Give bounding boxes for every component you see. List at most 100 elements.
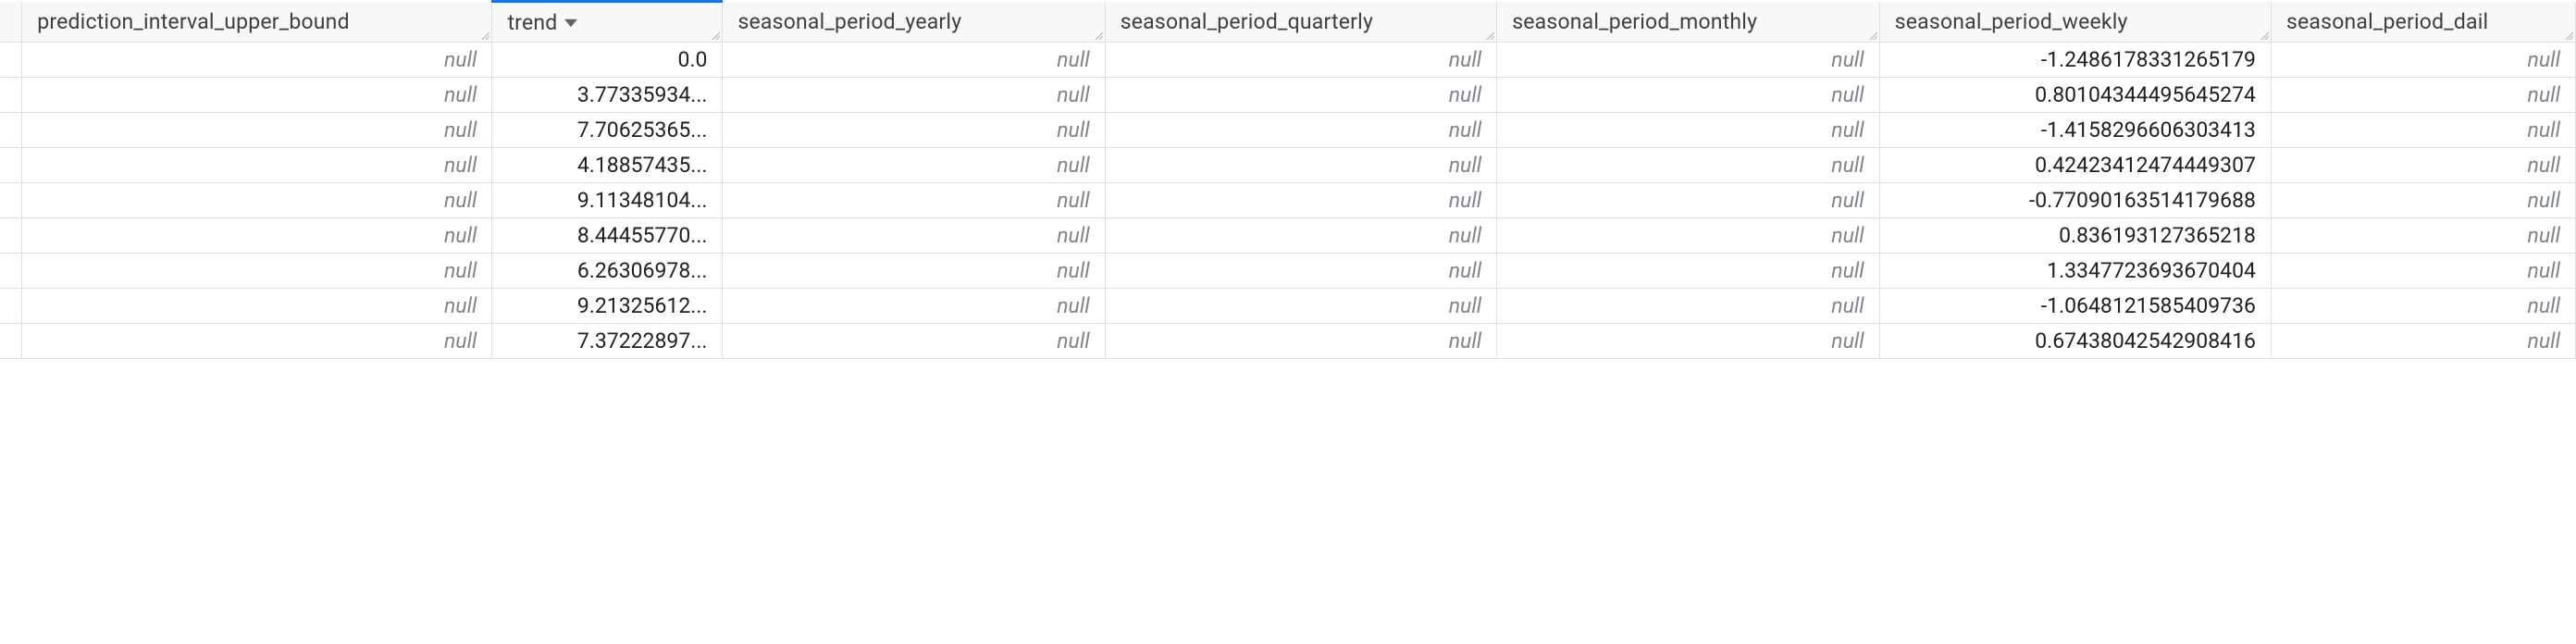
table-row: null6.26306978...nullnullnull1.334772369… — [0, 254, 2576, 289]
cell-spd: null — [2271, 218, 2575, 254]
cell-spm: null — [1497, 148, 1880, 183]
row-leading-cell — [0, 218, 22, 254]
table-row: null7.70625365...nullnullnull-1.41582966… — [0, 113, 2576, 148]
cell-trend: 6.26306978... — [492, 254, 723, 289]
column-header-trend[interactable]: trend — [492, 2, 723, 43]
cell-spd: null — [2271, 183, 2575, 218]
column-header-piu[interactable]: prediction_interval_upper_bound — [22, 2, 492, 43]
cell-spq: null — [1105, 324, 1497, 359]
row-leading-cell — [0, 289, 22, 324]
cell-spw: 1.3347723693670404 — [1879, 254, 2271, 289]
cell-spy: null — [723, 254, 1105, 289]
column-header-label: seasonal_period_yearly — [737, 9, 961, 34]
column-resize-handle-icon — [1868, 31, 1877, 40]
cell-spd: null — [2271, 324, 2575, 359]
cell-piu: null — [22, 183, 492, 218]
cell-spm: null — [1497, 183, 1880, 218]
column-resize-handle-icon — [2564, 31, 2573, 40]
cell-spy: null — [723, 148, 1105, 183]
cell-spd: null — [2271, 113, 2575, 148]
row-leading-cell — [0, 254, 22, 289]
sort-descending-icon — [564, 10, 577, 35]
cell-spw: 0.80104344495645274 — [1879, 78, 2271, 113]
row-leading-cell — [0, 113, 22, 148]
cell-spw: 0.42423412474449307 — [1879, 148, 2271, 183]
column-header-spq[interactable]: seasonal_period_quarterly — [1105, 2, 1497, 43]
column-resize-handle-icon — [711, 31, 720, 40]
column-resize-handle-icon — [480, 31, 489, 40]
table-row: null7.37222897...nullnullnull0.674380425… — [0, 324, 2576, 359]
results-table: prediction_interval_upper_bound trend seas… — [0, 0, 2576, 359]
column-header-label: seasonal_period_monthly — [1512, 9, 1757, 34]
cell-spq: null — [1105, 113, 1497, 148]
cell-spd: null — [2271, 289, 2575, 324]
cell-spw: -0.77090163514179688 — [1879, 183, 2271, 218]
table-row: null9.11348104...nullnullnull-0.77090163… — [0, 183, 2576, 218]
column-header-spd[interactable]: seasonal_period_dail — [2271, 2, 2575, 43]
column-resize-handle-icon — [1094, 31, 1103, 40]
cell-spq: null — [1105, 254, 1497, 289]
column-header-label: seasonal_period_weekly — [1895, 9, 2128, 34]
column-header-label: seasonal_period_dail — [2286, 9, 2488, 34]
row-leading-cell — [0, 183, 22, 218]
cell-piu: null — [22, 254, 492, 289]
cell-spm: null — [1497, 218, 1880, 254]
row-leading-cell — [0, 78, 22, 113]
cell-spy: null — [723, 78, 1105, 113]
table-row: null4.18857435...nullnullnull0.424234124… — [0, 148, 2576, 183]
cell-spq: null — [1105, 218, 1497, 254]
cell-piu: null — [22, 43, 492, 78]
row-leading-cell — [0, 148, 22, 183]
cell-spm: null — [1497, 254, 1880, 289]
column-header-label: prediction_interval_upper_bound — [37, 9, 350, 34]
column-header-spm[interactable]: seasonal_period_monthly — [1497, 2, 1880, 43]
cell-spy: null — [723, 183, 1105, 218]
cell-spw: 0.836193127365218 — [1879, 218, 2271, 254]
cell-trend: 4.18857435... — [492, 148, 723, 183]
column-header-leading — [0, 2, 22, 43]
cell-spd: null — [2271, 78, 2575, 113]
cell-spy: null — [723, 218, 1105, 254]
column-header-label: trend — [507, 10, 557, 35]
cell-spq: null — [1105, 78, 1497, 113]
cell-spy: null — [723, 289, 1105, 324]
table-row: null0.0nullnullnull-1.2486178331265179nu… — [0, 43, 2576, 78]
cell-spm: null — [1497, 113, 1880, 148]
cell-spd: null — [2271, 43, 2575, 78]
cell-spq: null — [1105, 183, 1497, 218]
row-leading-cell — [0, 43, 22, 78]
cell-spq: null — [1105, 289, 1497, 324]
cell-spd: null — [2271, 148, 2575, 183]
column-resize-handle-icon — [1485, 31, 1494, 40]
cell-trend: 8.44455770... — [492, 218, 723, 254]
results-table-container: prediction_interval_upper_bound trend seas… — [0, 0, 2576, 359]
cell-spw: -1.0648121585409736 — [1879, 289, 2271, 324]
cell-spw: 0.67438042542908416 — [1879, 324, 2271, 359]
column-header-label: seasonal_period_quarterly — [1121, 9, 1373, 34]
cell-trend: 0.0 — [492, 43, 723, 78]
cell-spw: -1.2486178331265179 — [1879, 43, 2271, 78]
cell-spq: null — [1105, 43, 1497, 78]
table-header-row: prediction_interval_upper_bound trend seas… — [0, 2, 2576, 43]
table-row: null9.21325612...nullnullnull-1.06481215… — [0, 289, 2576, 324]
column-resize-handle-icon — [2260, 31, 2269, 40]
cell-spd: null — [2271, 254, 2575, 289]
cell-trend: 9.21325612... — [492, 289, 723, 324]
cell-piu: null — [22, 324, 492, 359]
cell-spw: -1.4158296606303413 — [1879, 113, 2271, 148]
cell-piu: null — [22, 78, 492, 113]
cell-spy: null — [723, 113, 1105, 148]
cell-piu: null — [22, 289, 492, 324]
cell-trend: 9.11348104... — [492, 183, 723, 218]
table-row: null3.77335934...nullnullnull0.801043444… — [0, 78, 2576, 113]
cell-spy: null — [723, 43, 1105, 78]
cell-piu: null — [22, 218, 492, 254]
cell-spm: null — [1497, 324, 1880, 359]
column-header-spw[interactable]: seasonal_period_weekly — [1879, 2, 2271, 43]
cell-piu: null — [22, 148, 492, 183]
cell-spm: null — [1497, 43, 1880, 78]
cell-piu: null — [22, 113, 492, 148]
cell-spy: null — [723, 324, 1105, 359]
cell-trend: 7.70625365... — [492, 113, 723, 148]
column-header-spy[interactable]: seasonal_period_yearly — [723, 2, 1105, 43]
